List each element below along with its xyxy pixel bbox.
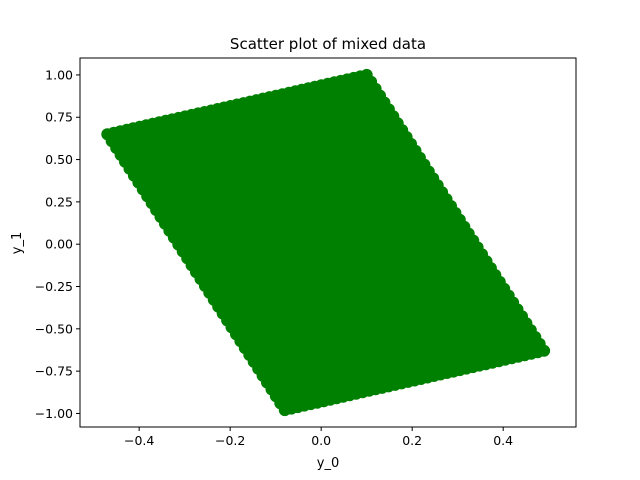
- x-tick-label: −0.4: [124, 433, 154, 448]
- y-tick-label: 0.50: [45, 152, 73, 167]
- axes-frame: [79, 57, 577, 428]
- x-ticks: −0.4 −0.2 0.0 0.2 0.4: [124, 427, 513, 448]
- y-tick-label: 0.00: [45, 237, 73, 252]
- x-tick-label: −0.2: [215, 433, 245, 448]
- y-tick-label: 1.00: [45, 67, 73, 82]
- y-axis-label: y_1: [10, 232, 25, 254]
- scatter-point: [538, 344, 551, 357]
- x-tick-label: 0.4: [493, 433, 513, 448]
- chart-title: Scatter plot of mixed data: [230, 35, 426, 53]
- y-tick-label: −0.50: [35, 321, 73, 336]
- y-ticks: −1.00 −0.75 −0.50 −0.25 0.00 0.25 0.50 0.75 1.00: [35, 67, 80, 421]
- y-tick-label: −1.00: [35, 406, 73, 421]
- points-layer: [101, 68, 551, 417]
- x-tick-label: 0.2: [402, 433, 422, 448]
- y-tick-label: −0.25: [35, 279, 73, 294]
- x-tick-label: 0.0: [311, 433, 331, 448]
- x-axis-label: y_0: [317, 456, 339, 471]
- y-tick-label: 0.75: [45, 110, 73, 125]
- y-tick-label: 0.25: [45, 194, 73, 209]
- y-tick-label: −0.75: [35, 364, 73, 379]
